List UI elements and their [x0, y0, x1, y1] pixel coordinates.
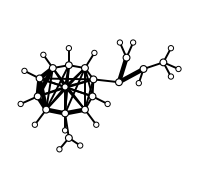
Circle shape: [62, 128, 68, 133]
Circle shape: [136, 81, 141, 86]
Circle shape: [62, 110, 68, 117]
Circle shape: [82, 106, 88, 113]
Circle shape: [43, 106, 50, 113]
Circle shape: [130, 40, 136, 45]
Circle shape: [116, 79, 122, 86]
Circle shape: [36, 75, 43, 82]
Circle shape: [65, 135, 72, 141]
Circle shape: [105, 101, 110, 107]
Circle shape: [32, 122, 38, 127]
Circle shape: [82, 65, 88, 71]
Circle shape: [168, 74, 174, 79]
Circle shape: [92, 50, 97, 56]
Circle shape: [90, 76, 97, 83]
Circle shape: [89, 93, 96, 100]
Circle shape: [22, 68, 27, 74]
Circle shape: [18, 101, 23, 107]
Circle shape: [49, 65, 56, 71]
Circle shape: [78, 143, 83, 148]
Circle shape: [34, 93, 41, 100]
Circle shape: [66, 46, 72, 51]
Circle shape: [176, 66, 181, 72]
Circle shape: [62, 84, 68, 90]
Circle shape: [41, 52, 46, 57]
Circle shape: [65, 62, 72, 69]
Circle shape: [168, 46, 174, 51]
Circle shape: [94, 122, 99, 127]
Circle shape: [117, 40, 123, 45]
Circle shape: [160, 59, 167, 66]
Circle shape: [57, 147, 62, 152]
Circle shape: [123, 54, 130, 61]
Circle shape: [140, 66, 147, 72]
